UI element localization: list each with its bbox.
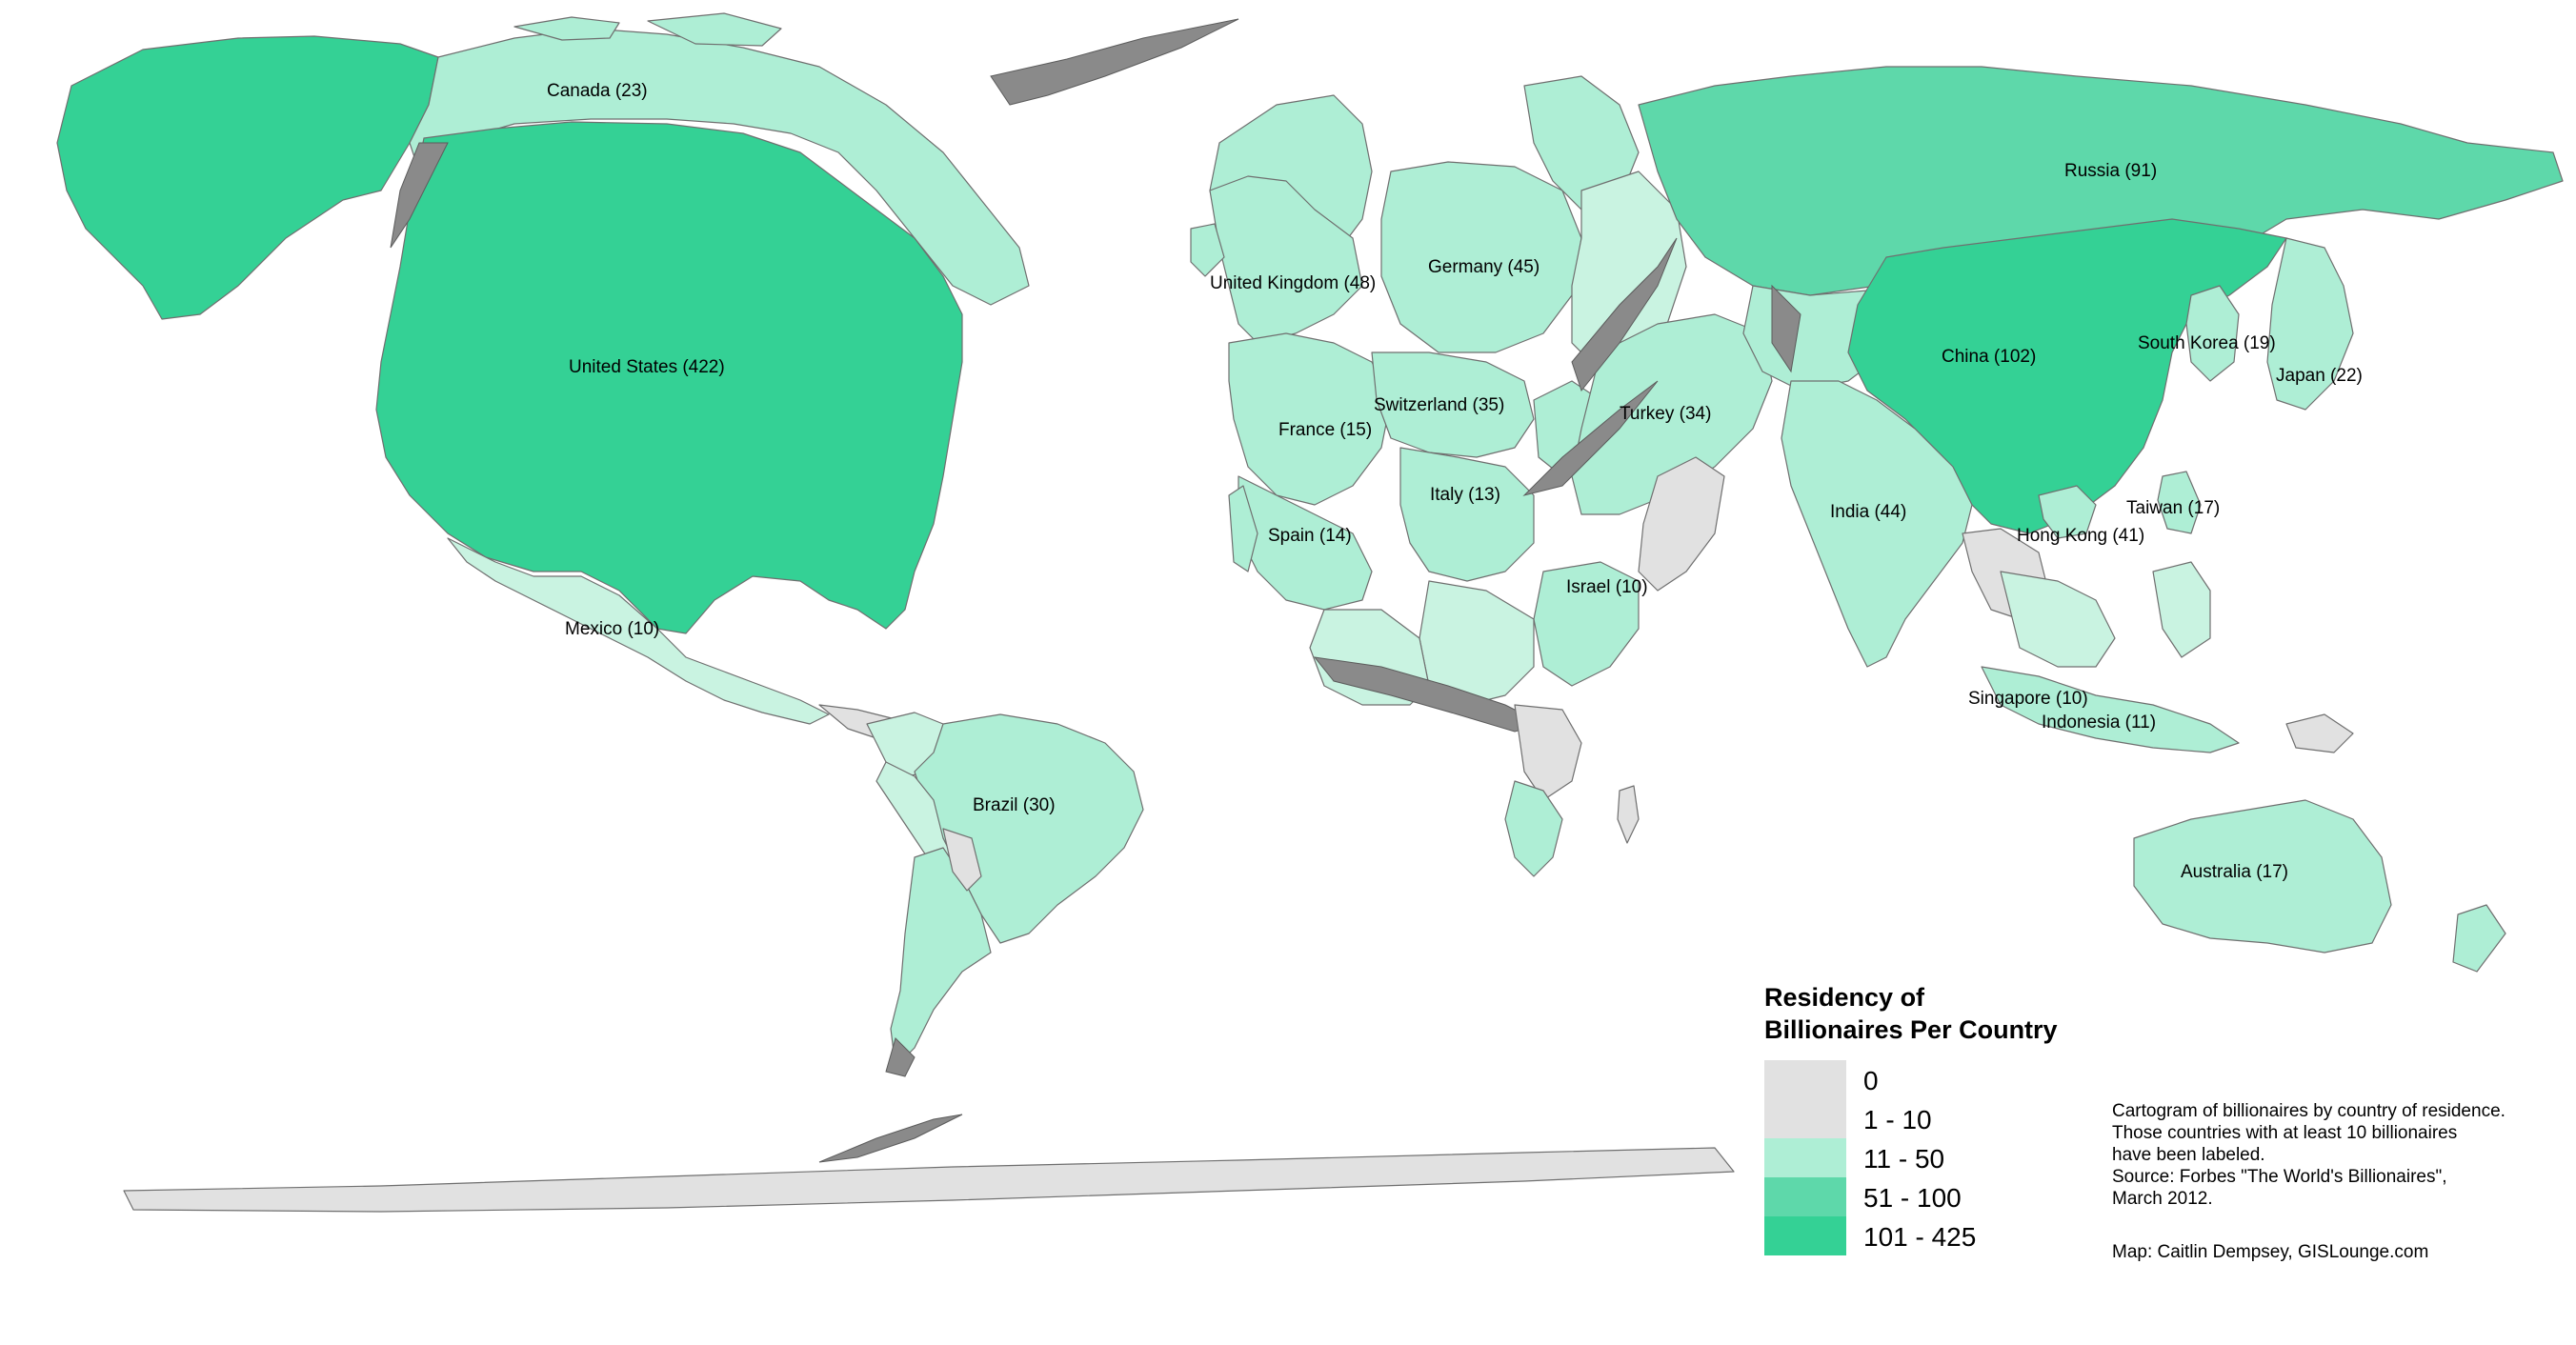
label-united-kingdom: United Kingdom (48)	[1210, 273, 1376, 293]
png-region	[2285, 713, 2354, 753]
portugal-region	[1228, 485, 1258, 572]
japan-region	[2266, 237, 2354, 411]
label-switzerland: Switzerland (35)	[1374, 395, 1504, 415]
label-russia: Russia (91)	[2064, 161, 2157, 181]
label-china: China (102)	[1942, 347, 2036, 367]
legend-swatch-101-425	[1764, 1216, 1846, 1255]
label-india: India (44)	[1830, 502, 1906, 522]
alaska-region	[56, 35, 439, 320]
legend-swatch-0	[1764, 1060, 1846, 1099]
india-region	[1781, 380, 1973, 668]
label-united-states: United States (422)	[569, 357, 725, 377]
asia-sliver-1	[1771, 284, 1801, 373]
label-turkey: Turkey (34)	[1620, 404, 1711, 424]
legend-label-51-100: 51 - 100	[1863, 1183, 1962, 1213]
united-kingdom-region	[1209, 175, 1363, 344]
united-states-region	[375, 121, 963, 634]
greenland-sliver	[990, 18, 1239, 106]
switzerland-region	[1371, 351, 1535, 458]
canada-arctic-islands	[513, 16, 620, 41]
europe-sliver-2	[1522, 380, 1659, 496]
legend-label-1-10: 1 - 10	[1863, 1105, 1932, 1134]
new-zealand-region	[2452, 904, 2506, 973]
label-indonesia: Indonesia (11)	[2042, 713, 2156, 733]
canada-arctic-islands-2	[647, 12, 782, 47]
germany-region	[1380, 161, 1582, 353]
source-notes: Cartogram of billionaires by country of …	[2112, 1101, 2506, 1262]
africa-grey-strip	[1514, 704, 1582, 801]
label-israel: Israel (10)	[1566, 577, 1648, 597]
taiwan-region	[2157, 471, 2202, 534]
note-line-4: Source: Forbes "The World's Billionaires…	[2112, 1167, 2447, 1187]
bolivia-region	[942, 828, 982, 892]
europe-sliver-1	[1571, 237, 1678, 392]
label-canada: Canada (23)	[547, 81, 648, 101]
label-south-korea: South Korea (19)	[2138, 333, 2276, 353]
israel-region	[1533, 561, 1640, 687]
indonesia-region	[1981, 666, 2240, 753]
label-mexico: Mexico (10)	[565, 619, 659, 639]
southeast-asia-light	[2000, 571, 2116, 668]
patagonia-sliver	[885, 1037, 916, 1077]
hong-kong-region	[2038, 485, 2097, 539]
legend-swatch-11-50	[1764, 1138, 1846, 1177]
legend-label-101-425: 101 - 425	[1863, 1222, 1976, 1252]
australia-region	[2133, 799, 2392, 954]
philippines-region	[2152, 561, 2211, 658]
label-singapore: Singapore (10)	[1968, 689, 2088, 709]
madagascar-region	[1617, 785, 1640, 844]
note-line-3: have been labeled.	[2112, 1145, 2265, 1165]
mexico-region	[447, 537, 830, 725]
ireland-region	[1190, 223, 1225, 277]
note-line-2: Those countries with at least 10 billion…	[2112, 1123, 2457, 1143]
italy-region	[1399, 447, 1535, 582]
china-region	[1847, 218, 2287, 534]
label-france: France (15)	[1278, 420, 1372, 440]
legend-label-0: 0	[1863, 1066, 1879, 1095]
note-line-5: March 2012.	[2112, 1189, 2213, 1209]
legend-label-11-50: 11 - 50	[1863, 1144, 1944, 1174]
label-australia: Australia (17)	[2181, 862, 2288, 882]
label-italy: Italy (13)	[1430, 485, 1500, 505]
label-spain: Spain (14)	[1268, 526, 1352, 546]
label-brazil: Brazil (30)	[973, 795, 1056, 815]
south-africa-region	[1504, 780, 1563, 877]
legend-title-line1: Residency of	[1764, 983, 1925, 1012]
note-line-1: Cartogram of billionaires by country of …	[2112, 1101, 2506, 1121]
label-germany: Germany (45)	[1428, 257, 1540, 277]
note-credit: Map: Caitlin Dempsey, GISLounge.com	[2112, 1242, 2428, 1262]
middle-east-grey	[1638, 456, 1725, 592]
label-taiwan: Taiwan (17)	[2126, 498, 2220, 518]
antarctica-sliver	[818, 1114, 963, 1163]
antarctica-region	[123, 1147, 1735, 1213]
label-japan: Japan (22)	[2276, 366, 2363, 386]
france-region	[1228, 332, 1392, 506]
canada-west-sliver	[390, 142, 449, 249]
south-korea-region	[2185, 285, 2240, 382]
label-hong-kong: Hong Kong (41)	[2017, 526, 2144, 546]
legend-swatch-51-100	[1764, 1177, 1846, 1216]
legend: Residency of Billionaires Per Country 0 …	[1764, 983, 2058, 1255]
legend-title-line2: Billionaires Per Country	[1764, 1015, 2058, 1044]
legend-swatch-1-10	[1764, 1099, 1846, 1138]
